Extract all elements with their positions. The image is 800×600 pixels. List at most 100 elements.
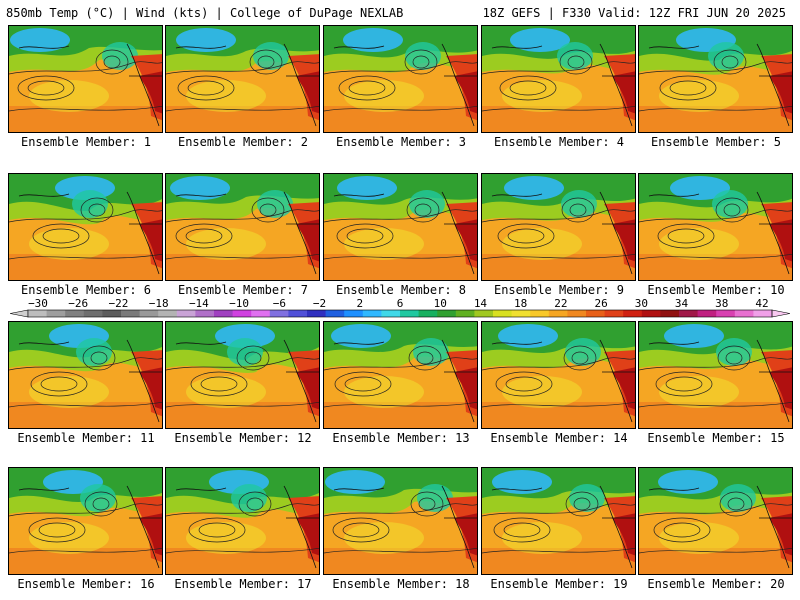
header-left-title: 850mb Temp (°C) | Wind (kts) | College o… — [6, 6, 404, 20]
colorbar-tick-label: 42 — [755, 297, 769, 310]
ensemble-member-panel — [638, 467, 793, 575]
ensemble-member-label: Ensemble Member: 14 — [490, 431, 628, 445]
colorbar-swatch — [158, 310, 178, 317]
colorbar-swatch — [474, 310, 494, 317]
temperature-map — [166, 26, 319, 132]
colorbar-tick-label: −14 — [188, 297, 209, 310]
colorbar-swatch — [586, 310, 605, 317]
temperature-colorbar — [10, 309, 790, 318]
temperature-map — [482, 322, 635, 428]
colorbar-swatch — [362, 310, 382, 317]
ensemble-member-panel — [8, 467, 163, 575]
temperature-map — [166, 468, 319, 574]
ensemble-member-panel — [323, 321, 478, 429]
temperature-map — [639, 174, 792, 280]
ensemble-member-panel — [8, 173, 163, 281]
colorbar-swatch — [102, 310, 122, 317]
ensemble-member-label: Ensemble Member: 7 — [177, 283, 309, 297]
colorbar-tick-label: 6 — [396, 297, 404, 310]
colorbar-swatch — [65, 310, 85, 317]
ensemble-member-panel — [8, 321, 163, 429]
colorbar-tick-label: −18 — [148, 297, 169, 310]
colorbar-swatch — [288, 310, 308, 317]
ensemble-member-label: Ensemble Member: 20 — [647, 577, 785, 591]
colorbar-swatch — [83, 310, 103, 317]
ensemble-member-label: Ensemble Member: 13 — [332, 431, 470, 445]
ensemble-member-panel — [8, 25, 163, 133]
colorbar-swatch — [437, 310, 457, 317]
colorbar-swatch — [400, 310, 419, 317]
ensemble-member-panel — [638, 321, 793, 429]
ensemble-member-label: Ensemble Member: 17 — [174, 577, 312, 591]
ensemble-member-panel — [481, 25, 636, 133]
ensemble-member-panel — [323, 173, 478, 281]
colorbar-tick-label: 26 — [594, 297, 608, 310]
ensemble-member-label: Ensemble Member: 12 — [174, 431, 312, 445]
temperature-map — [166, 174, 319, 280]
ensemble-member-label: Ensemble Member: 10 — [647, 283, 785, 297]
ensemble-member-panel — [481, 173, 636, 281]
ensemble-member-label: Ensemble Member: 2 — [177, 135, 309, 149]
temperature-map — [9, 322, 162, 428]
colorbar-swatch — [455, 310, 475, 317]
colorbar-left-arrow — [10, 309, 29, 318]
colorbar-swatch — [660, 310, 680, 317]
colorbar-swatch — [734, 310, 754, 317]
ensemble-member-panel — [481, 467, 636, 575]
ensemble-member-label: Ensemble Member: 8 — [335, 283, 467, 297]
colorbar-swatch — [623, 310, 643, 317]
colorbar-tick-label: 22 — [554, 297, 568, 310]
colorbar-swatch — [679, 310, 698, 317]
temperature-map — [324, 322, 477, 428]
colorbar-tick-label: −6 — [272, 297, 286, 310]
colorbar-swatch — [511, 310, 531, 317]
colorbar-tick-label: 10 — [433, 297, 447, 310]
colorbar-swatch — [567, 310, 587, 317]
ensemble-member-panel — [323, 467, 478, 575]
ensemble-member-panel — [165, 25, 320, 133]
ensemble-member-label: Ensemble Member: 5 — [650, 135, 782, 149]
colorbar-swatch — [251, 310, 271, 317]
temperature-map — [9, 468, 162, 574]
ensemble-member-label: Ensemble Member: 15 — [647, 431, 785, 445]
colorbar-swatch — [269, 310, 289, 317]
ensemble-member-panel — [165, 467, 320, 575]
temperature-map — [166, 322, 319, 428]
colorbar-tick-label: −30 — [28, 297, 48, 310]
colorbar-swatch — [604, 310, 624, 317]
temperature-map — [482, 174, 635, 280]
colorbar-swatch — [548, 310, 568, 317]
colorbar-tick-label: 18 — [514, 297, 528, 310]
temperature-map — [482, 468, 635, 574]
temperature-map — [482, 26, 635, 132]
ensemble-member-label: Ensemble Member: 9 — [493, 283, 625, 297]
colorbar-tick-label: 34 — [674, 297, 689, 310]
colorbar-swatch — [46, 310, 66, 317]
colorbar-swatch — [641, 310, 661, 317]
colorbar-tick-label: 14 — [473, 297, 488, 310]
ensemble-member-label: Ensemble Member: 19 — [490, 577, 628, 591]
colorbar-right-arrow — [771, 309, 790, 318]
colorbar-swatch — [195, 310, 215, 317]
temperature-map — [639, 322, 792, 428]
colorbar-swatch — [176, 310, 196, 317]
colorbar-swatch — [716, 310, 736, 317]
colorbar-tick-label: −2 — [312, 297, 327, 310]
temperature-map — [324, 26, 477, 132]
ensemble-member-label: Ensemble Member: 3 — [335, 135, 467, 149]
colorbar-swatch — [344, 310, 364, 317]
colorbar-swatch — [214, 310, 233, 317]
colorbar-swatch — [28, 310, 47, 317]
colorbar-tick-label: −22 — [108, 297, 129, 310]
temperature-map — [639, 26, 792, 132]
colorbar-swatch — [232, 310, 252, 317]
colorbar-swatch — [381, 310, 401, 317]
colorbar-swatch — [139, 310, 159, 317]
temperature-map — [324, 174, 477, 280]
temperature-map — [639, 468, 792, 574]
colorbar-swatch — [753, 310, 773, 317]
ensemble-member-label: Ensemble Member: 1 — [20, 135, 152, 149]
temperature-map — [9, 174, 162, 280]
ensemble-member-label: Ensemble Member: 18 — [332, 577, 470, 591]
ensemble-member-panel — [165, 321, 320, 429]
